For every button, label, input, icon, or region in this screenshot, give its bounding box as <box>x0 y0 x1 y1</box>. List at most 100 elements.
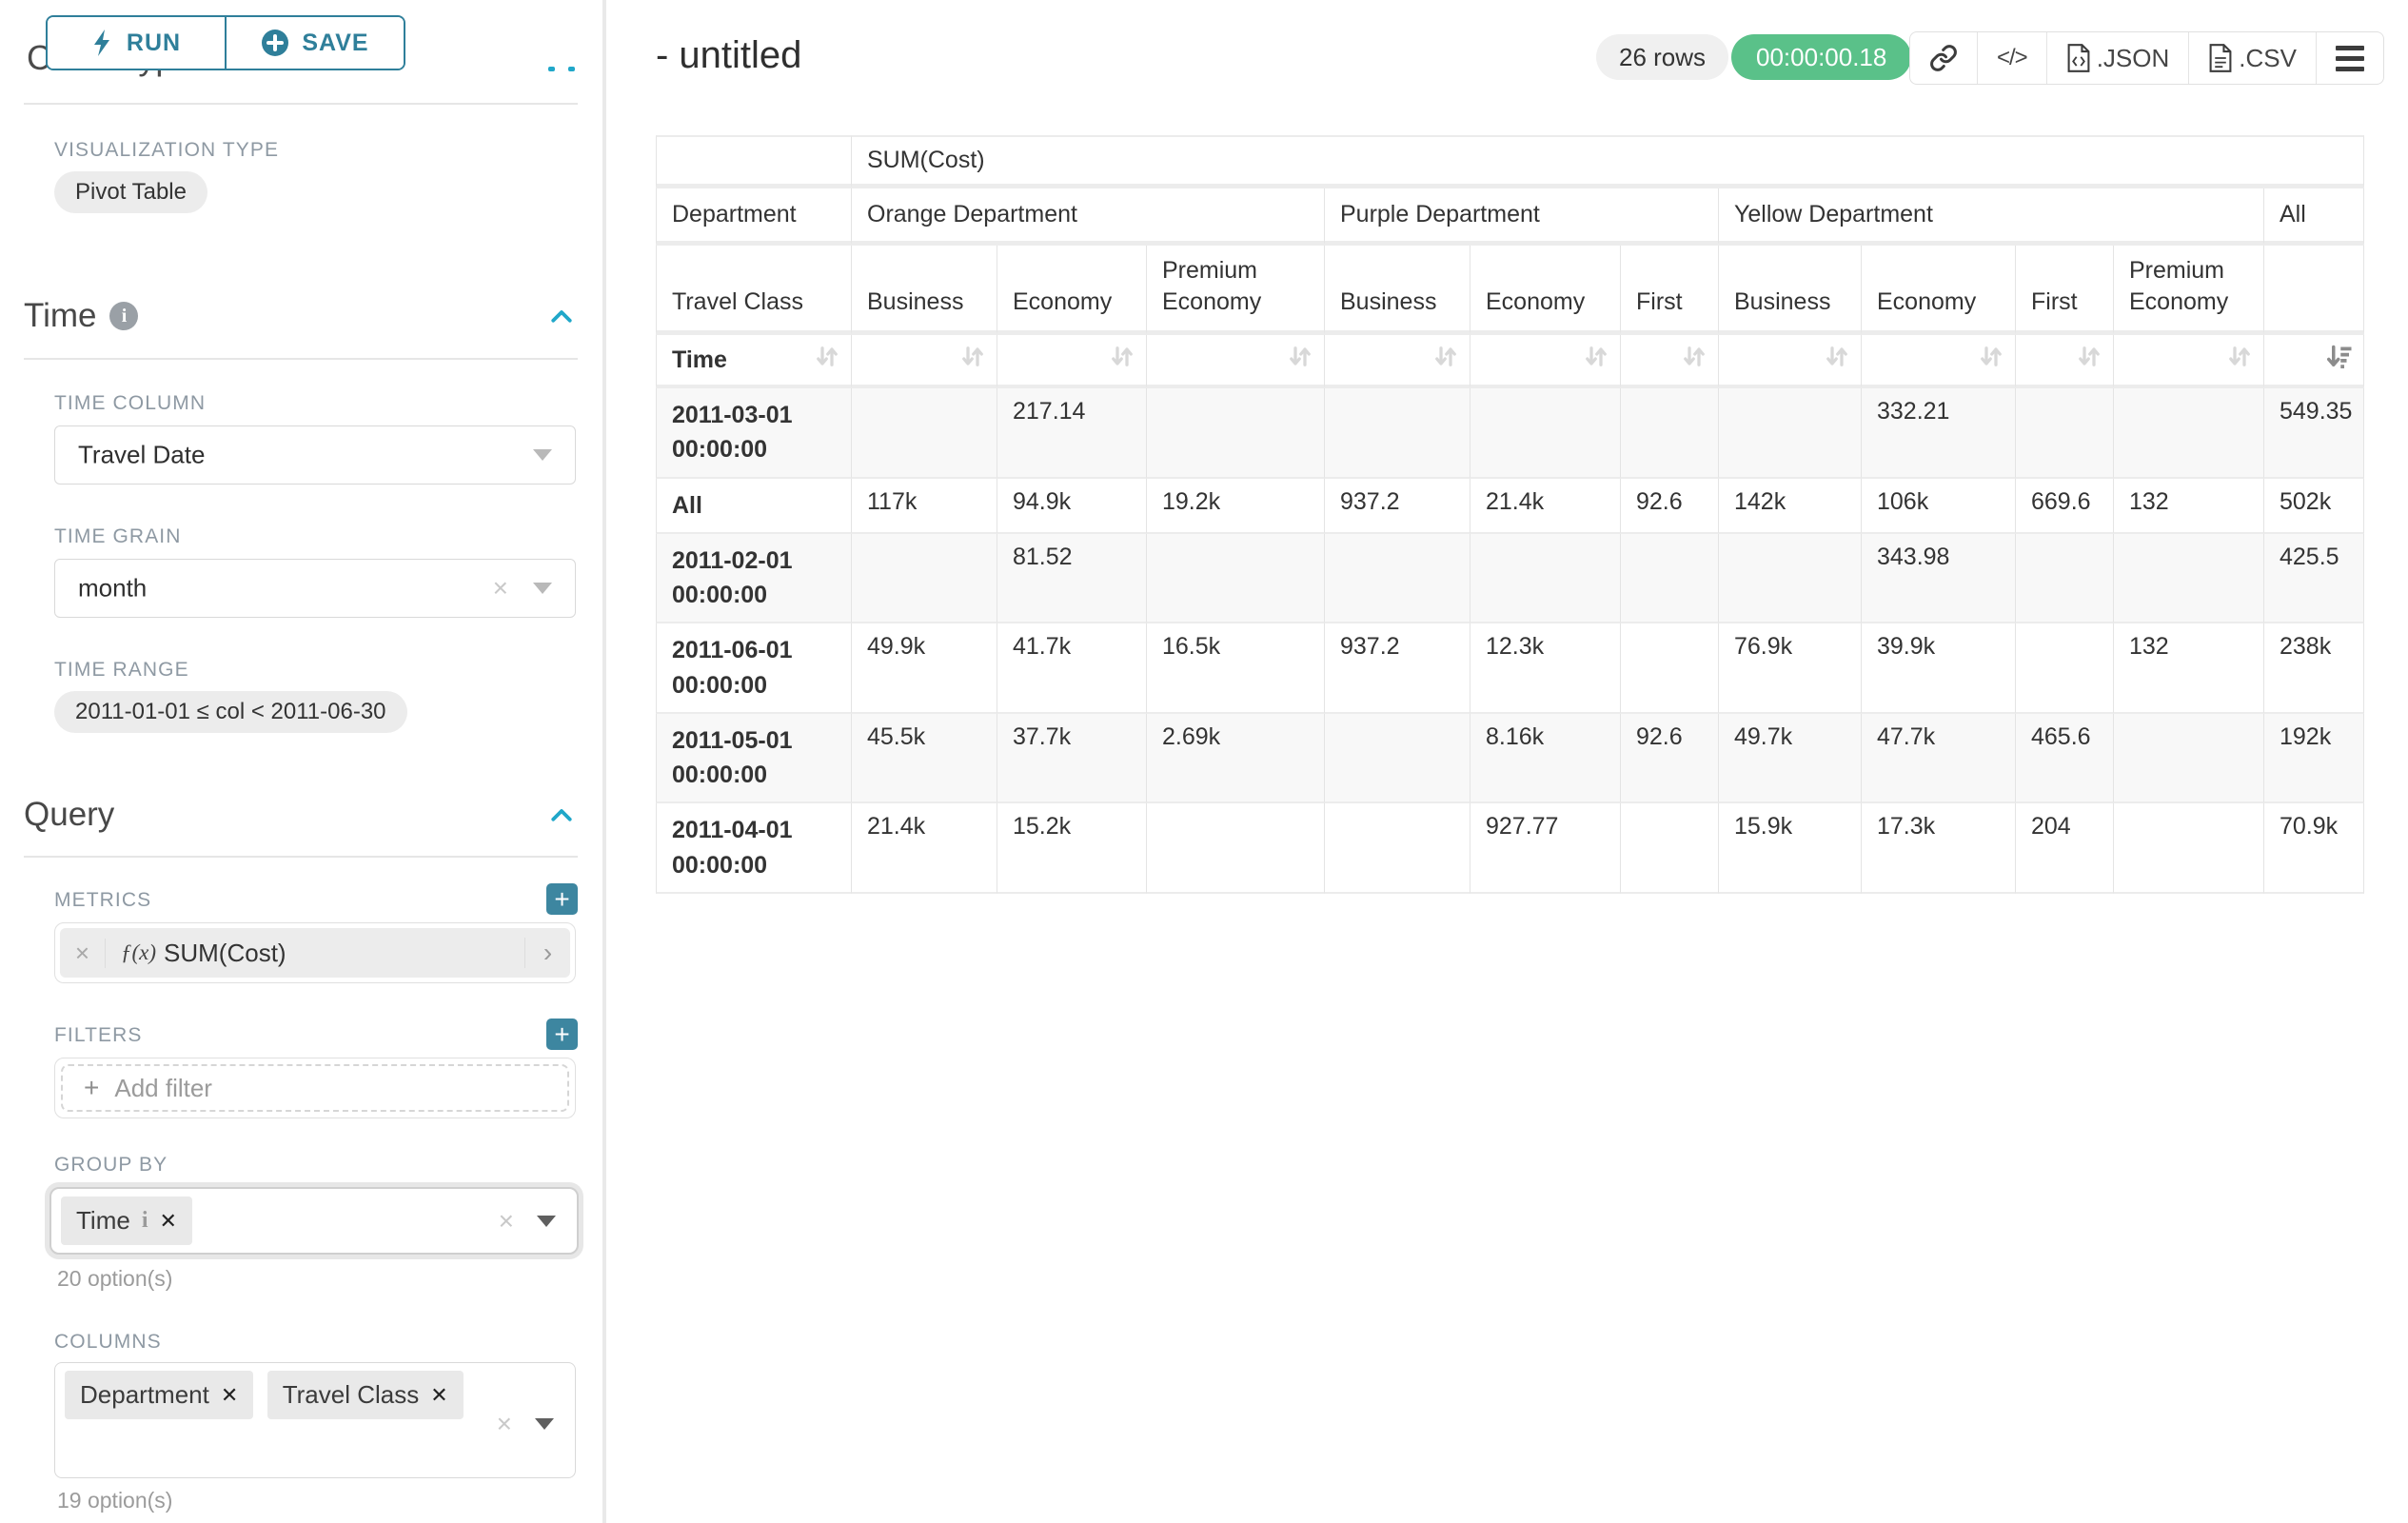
add-filter-label: Add filter <box>114 1073 212 1102</box>
save-button[interactable]: SAVE <box>225 17 404 69</box>
table-cell: 76.9k <box>1719 623 1862 714</box>
pivot-table: SUM(Cost) Department Orange Department P… <box>656 135 2365 894</box>
share-link-button[interactable] <box>1910 32 1978 84</box>
sub-col-header: Business <box>1325 246 1470 335</box>
visualization-type-label: VISUALIZATION TYPE <box>54 139 280 161</box>
department-dim-cell: Department <box>656 188 852 246</box>
col-group-orange: Orange Department <box>852 188 1325 246</box>
clipped-icon-dot <box>548 67 555 71</box>
table-cell: 217.14 <box>997 388 1147 479</box>
table-cell: 106k <box>1862 478 2016 534</box>
sort-desc-header[interactable] <box>2264 335 2365 388</box>
export-csv-button[interactable]: .CSV <box>2189 32 2317 84</box>
remove-metric-icon[interactable]: × <box>60 938 106 968</box>
chip-label: Department <box>80 1380 209 1409</box>
sort-icon[interactable] <box>958 343 987 378</box>
clear-icon[interactable]: × <box>498 1205 514 1236</box>
table-cell <box>852 388 997 479</box>
metric-chip-label: SUM(Cost) <box>164 938 286 967</box>
group-by-chip-time[interactable]: Time i ✕ <box>61 1197 192 1245</box>
table-cell: 2.69k <box>1147 713 1325 804</box>
group-by-select[interactable]: Time i ✕ × <box>49 1187 579 1255</box>
group-by-label: GROUP BY <box>54 1154 168 1176</box>
table-cell <box>2016 388 2114 479</box>
sortable-column-header[interactable] <box>1470 335 1621 388</box>
remove-chip-icon[interactable]: ✕ <box>220 1382 239 1407</box>
export-json-button[interactable]: .JSON <box>2047 32 2190 84</box>
sort-descending-icon[interactable] <box>2325 343 2354 378</box>
columns-chip-department[interactable]: Department ✕ <box>65 1371 254 1419</box>
table-cell <box>2016 623 2114 714</box>
menu-button[interactable] <box>2317 32 2383 84</box>
sort-icon[interactable] <box>1582 343 1610 378</box>
add-filter-button[interactable]: + Add filter <box>61 1064 569 1112</box>
sortable-column-header[interactable] <box>2114 335 2264 388</box>
clear-icon[interactable]: × <box>492 573 508 603</box>
sortable-column-header[interactable] <box>1147 335 1325 388</box>
add-metric-button[interactable]: + <box>546 883 578 915</box>
run-save-button-group: RUN SAVE <box>46 15 405 70</box>
chevron-up-icon[interactable] <box>547 801 576 830</box>
sortable-column-header[interactable] <box>997 335 1147 388</box>
sort-icon[interactable] <box>813 343 841 378</box>
metric-chip[interactable]: × ƒ(x) SUM(Cost) › <box>60 928 570 978</box>
sort-icon[interactable] <box>1431 343 1460 378</box>
sort-icon[interactable] <box>2225 343 2254 378</box>
columns-chip-travel-class[interactable]: Travel Class ✕ <box>266 1371 464 1419</box>
row-label-cell: 2011-03-01 00:00:00 <box>656 388 852 479</box>
add-filter-plus-button[interactable]: + <box>546 1019 578 1050</box>
time-grain-select[interactable]: month × <box>54 559 576 618</box>
sortable-column-header[interactable] <box>1862 335 2016 388</box>
section-divider <box>24 856 578 858</box>
sort-icon[interactable] <box>1680 343 1708 378</box>
columns-select[interactable]: Department ✕ Travel Class ✕ × <box>54 1362 576 1478</box>
sort-icon[interactable] <box>1823 343 1851 378</box>
chart-title[interactable]: - untitled <box>656 34 802 76</box>
visualization-type-pill[interactable]: Pivot Table <box>54 171 207 213</box>
time-column-select[interactable]: Travel Date <box>54 425 576 485</box>
sortable-column-header[interactable] <box>1621 335 1719 388</box>
lightning-icon <box>93 30 109 56</box>
chip-label: Travel Class <box>282 1380 420 1409</box>
sortable-column-header[interactable] <box>1719 335 1862 388</box>
clear-icon[interactable]: × <box>496 1409 512 1438</box>
time-column-value: Travel Date <box>78 440 206 469</box>
corner-blank-cell <box>656 135 852 188</box>
table-cell: 117k <box>852 478 997 534</box>
table-cell: 238k <box>2264 623 2365 714</box>
time-sort-header[interactable]: Time <box>656 335 852 388</box>
table-cell: 81.52 <box>997 533 1147 624</box>
chevron-right-icon[interactable]: › <box>524 938 570 968</box>
embed-code-button[interactable]: </> <box>1978 32 2047 84</box>
sortable-column-header[interactable] <box>852 335 997 388</box>
save-button-label: SAVE <box>302 29 369 56</box>
sortable-column-header[interactable] <box>1325 335 1470 388</box>
table-cell <box>1470 388 1621 479</box>
row-count-badge: 26 rows <box>1596 34 1729 80</box>
time-range-pill[interactable]: 2011-01-01 ≤ col < 2011-06-30 <box>54 691 407 733</box>
sort-icon[interactable] <box>1108 343 1136 378</box>
caret-down-icon <box>533 449 552 461</box>
table-cell: 70.9k <box>2264 803 2365 894</box>
query-timer-badge: 00:00:00.18 <box>1731 34 1912 80</box>
table-cell: 142k <box>1719 478 1862 534</box>
caret-down-icon <box>537 1215 556 1227</box>
sort-icon[interactable] <box>1286 343 1314 378</box>
info-icon[interactable]: i <box>109 302 139 330</box>
table-cell: 45.5k <box>852 713 997 804</box>
panel-divider[interactable] <box>602 0 606 1523</box>
remove-chip-icon[interactable]: ✕ <box>430 1382 448 1407</box>
sortable-column-header[interactable] <box>2016 335 2114 388</box>
table-cell <box>1621 803 1719 894</box>
info-icon[interactable]: i <box>141 1208 148 1233</box>
table-cell: 49.9k <box>852 623 997 714</box>
sort-icon[interactable] <box>2075 343 2103 378</box>
sort-icon[interactable] <box>1977 343 2005 378</box>
columns-options-hint: 19 option(s) <box>57 1488 173 1513</box>
run-button[interactable]: RUN <box>48 17 225 69</box>
table-cell <box>1325 713 1470 804</box>
remove-chip-icon[interactable]: ✕ <box>159 1208 177 1233</box>
table-cell: 39.9k <box>1862 623 2016 714</box>
table-cell: 927.77 <box>1470 803 1621 894</box>
chevron-up-icon[interactable] <box>547 303 576 331</box>
